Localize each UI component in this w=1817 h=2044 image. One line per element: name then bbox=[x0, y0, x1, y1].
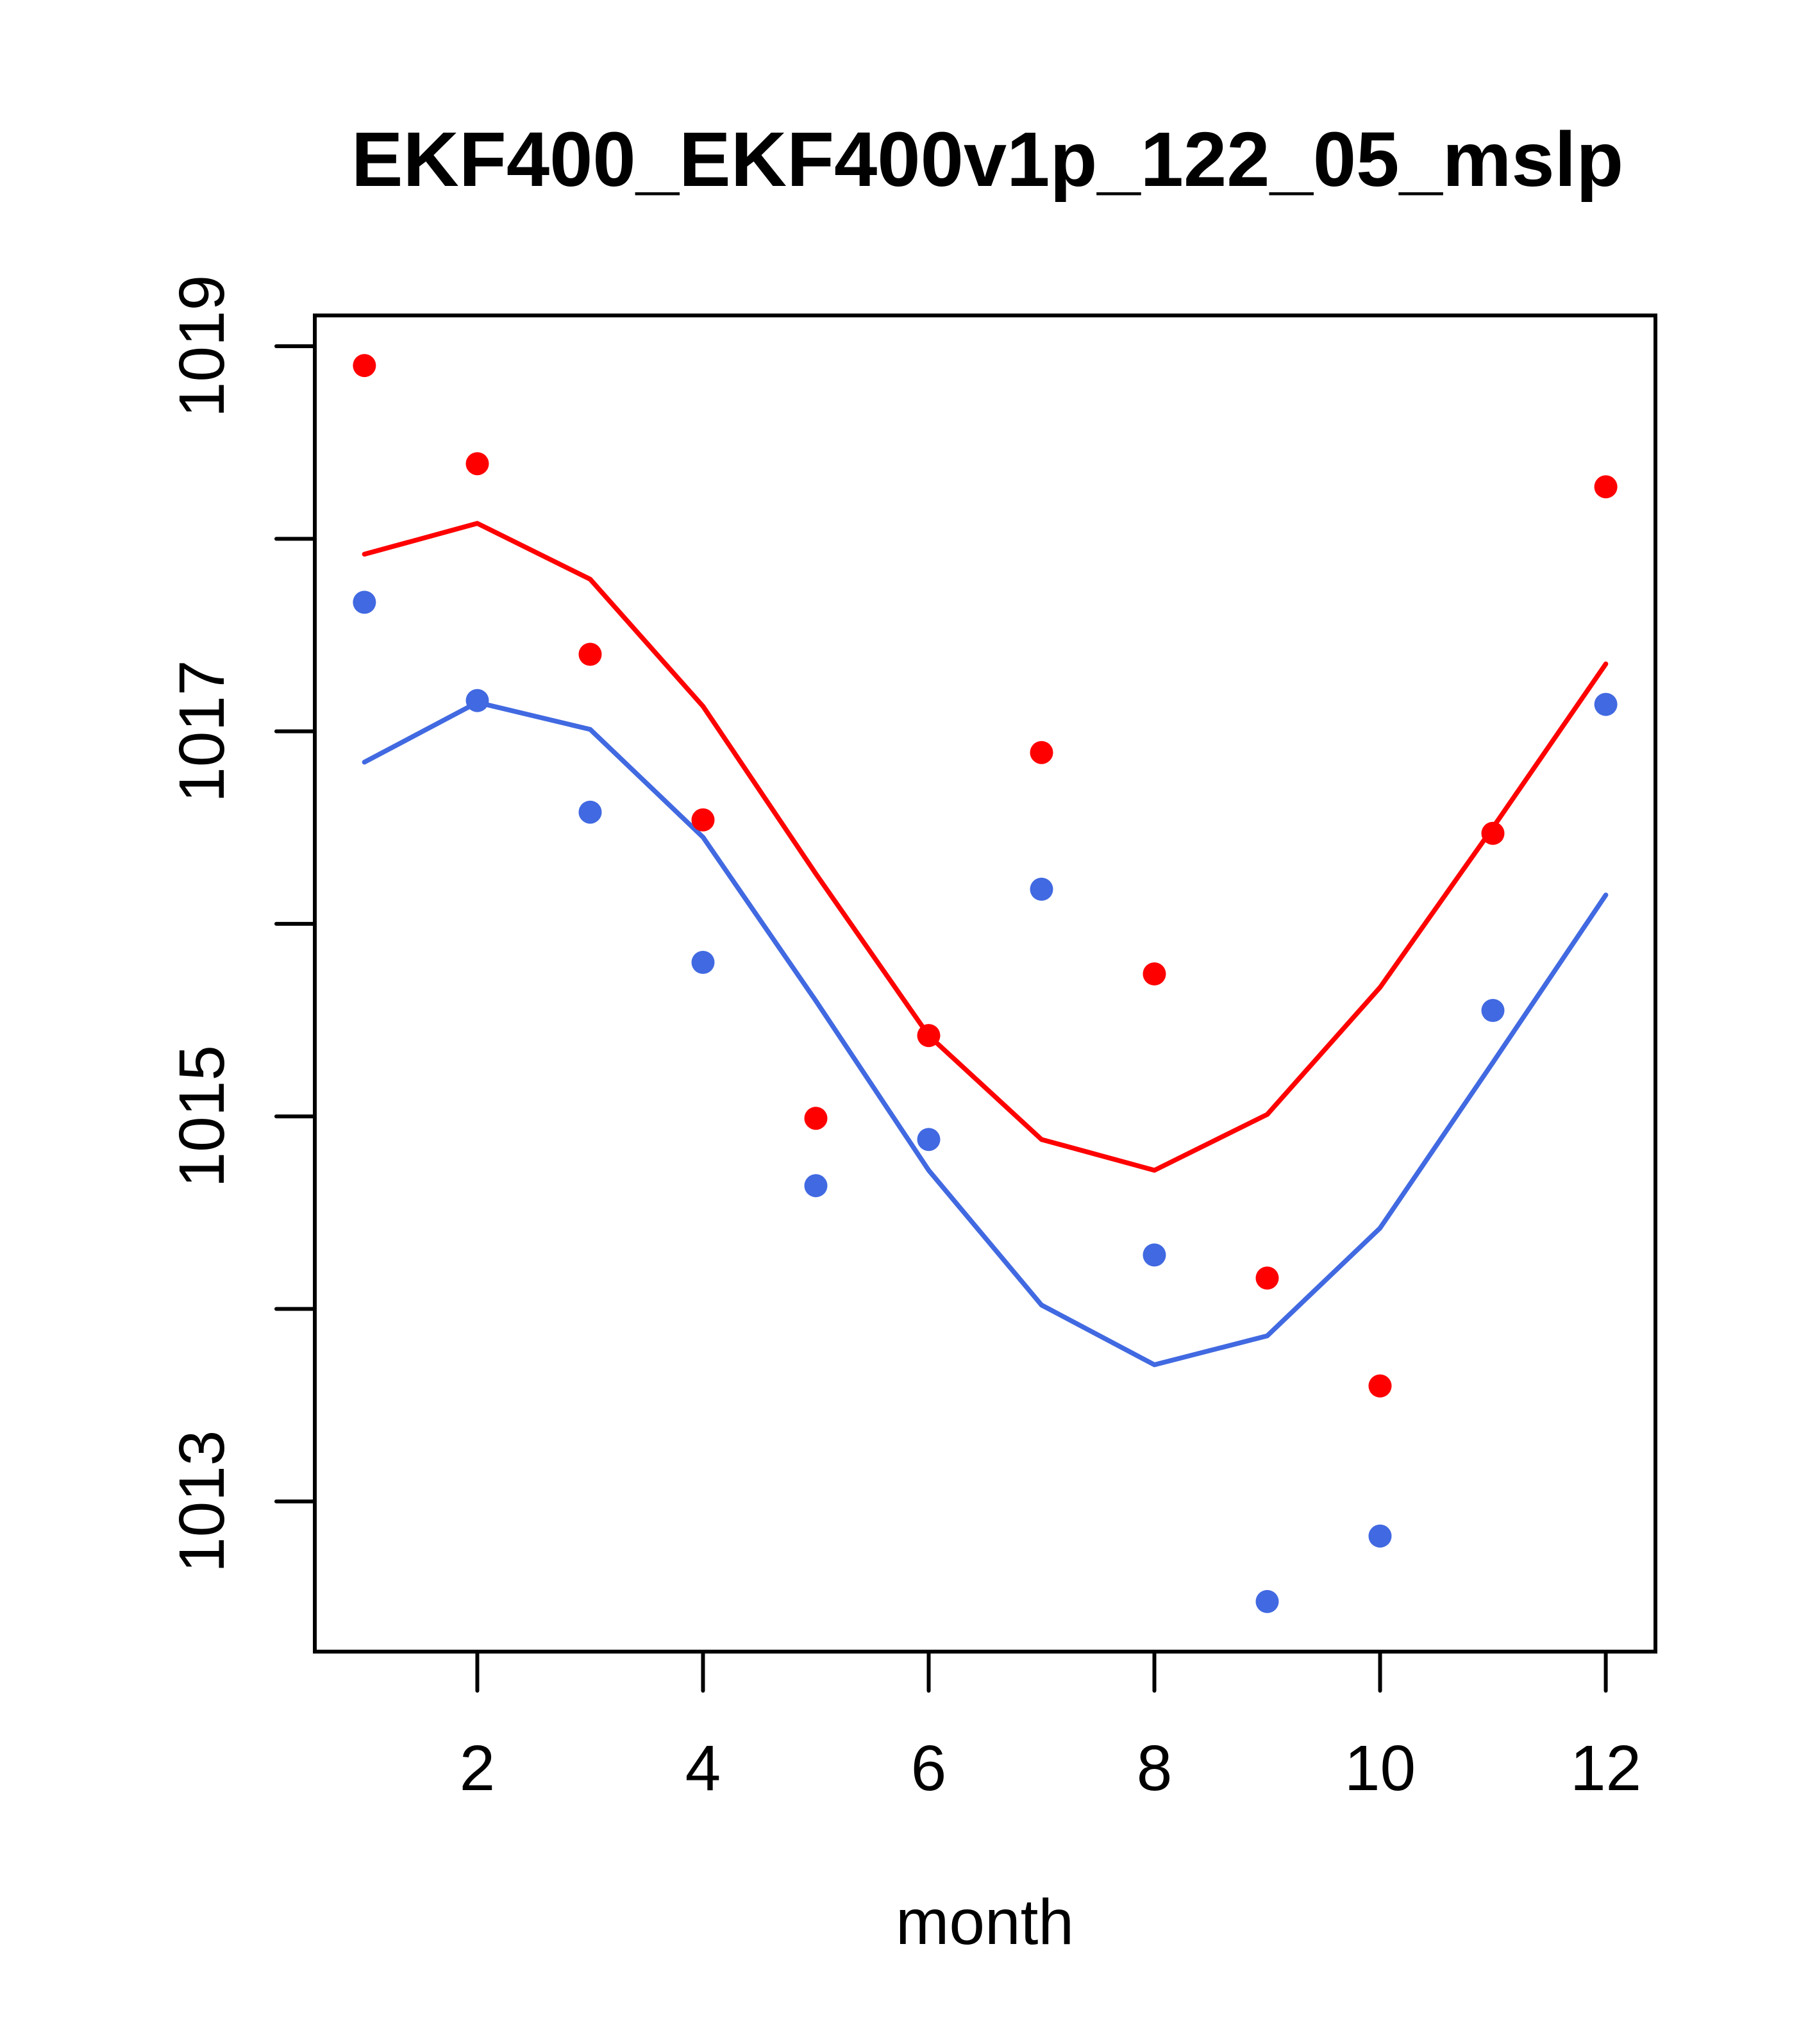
axes-layer: 2 4 6 8 10 12 1013 1015 1017 1019 bbox=[166, 275, 1641, 1804]
chart-title: EKF400_EKF400v1p_122_05_mslp bbox=[351, 115, 1623, 203]
blue-points-point-6 bbox=[917, 1128, 941, 1152]
series-layer bbox=[353, 354, 1618, 1613]
blue-points-point-4 bbox=[691, 951, 715, 974]
blue-points-point-9 bbox=[1255, 1589, 1279, 1613]
blue-points-point-1 bbox=[353, 591, 376, 614]
blue-points-point-8 bbox=[1143, 1243, 1166, 1267]
red-points-point-12 bbox=[1594, 475, 1618, 499]
x-tick-label: 2 bbox=[460, 1732, 496, 1804]
blue-points-point-10 bbox=[1368, 1524, 1392, 1548]
red-points-point-4 bbox=[691, 808, 715, 832]
blue-points-point-11 bbox=[1481, 999, 1505, 1022]
x-tick-label: 4 bbox=[685, 1732, 721, 1804]
blue-points-point-3 bbox=[578, 800, 602, 824]
x-tick-label: 6 bbox=[911, 1732, 947, 1804]
y-tick-label: 1015 bbox=[166, 1045, 238, 1187]
x-tick-label: 8 bbox=[1137, 1732, 1173, 1804]
red-points-point-2 bbox=[465, 452, 489, 476]
red-points-point-8 bbox=[1143, 962, 1166, 985]
plot-frame bbox=[313, 314, 1657, 1654]
red-points-point-6 bbox=[917, 1024, 941, 1048]
y-tick-label: 1017 bbox=[166, 660, 238, 802]
red-points-point-3 bbox=[578, 642, 602, 666]
x-tick-label: 10 bbox=[1344, 1732, 1416, 1804]
blue-points-point-5 bbox=[804, 1174, 828, 1198]
red-points-point-9 bbox=[1255, 1266, 1279, 1290]
red-points-point-7 bbox=[1030, 741, 1053, 764]
blue-points-point-7 bbox=[1030, 877, 1053, 901]
x-tick-label: 12 bbox=[1570, 1732, 1641, 1804]
red-points-point-10 bbox=[1368, 1374, 1392, 1398]
red-points-point-1 bbox=[353, 354, 376, 378]
blue-points-point-12 bbox=[1594, 692, 1618, 716]
x-axis-label: month bbox=[896, 1886, 1074, 1958]
blue-points-point-2 bbox=[465, 689, 489, 712]
red-points-point-5 bbox=[804, 1107, 828, 1130]
blue-line bbox=[362, 699, 1609, 1368]
red-line bbox=[362, 521, 1609, 1173]
y-tick-label: 1019 bbox=[166, 275, 238, 417]
red-points-point-11 bbox=[1481, 821, 1505, 845]
y-tick-label: 1013 bbox=[166, 1430, 238, 1573]
